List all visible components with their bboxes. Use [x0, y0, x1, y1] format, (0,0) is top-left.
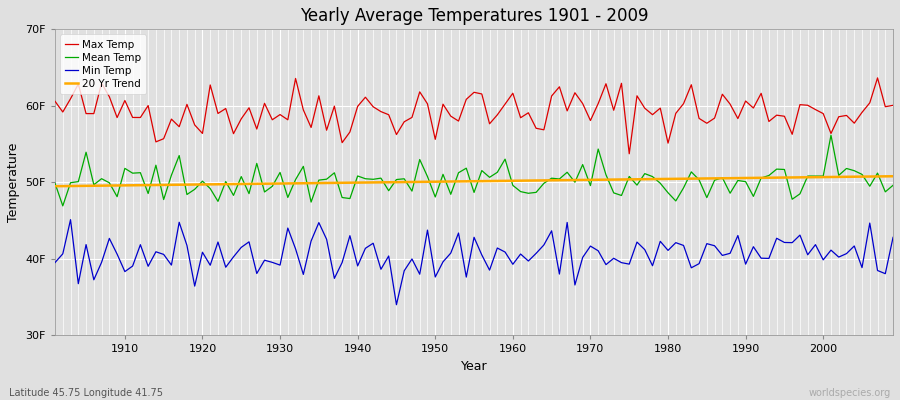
Min Temp — [65, 217, 76, 222]
20 Yr Trend — [887, 174, 898, 179]
Mean Temp — [290, 177, 301, 182]
Max Temp — [283, 117, 293, 122]
Mean Temp — [337, 195, 347, 200]
Min Temp — [391, 302, 401, 307]
Min Temp — [337, 260, 347, 265]
Min Temp — [616, 260, 627, 265]
Min Temp — [50, 260, 60, 265]
Max Temp — [508, 91, 518, 96]
Max Temp — [500, 102, 510, 106]
Line: Min Temp: Min Temp — [55, 220, 893, 305]
Mean Temp — [515, 189, 526, 194]
Max Temp — [600, 81, 611, 86]
20 Yr Trend — [283, 181, 293, 186]
Min Temp — [523, 258, 534, 263]
20 Yr Trend — [500, 178, 510, 183]
Max Temp — [112, 115, 122, 120]
Legend: Max Temp, Mean Temp, Min Temp, 20 Yr Trend: Max Temp, Mean Temp, Min Temp, 20 Yr Tre… — [60, 34, 147, 94]
20 Yr Trend — [50, 184, 60, 189]
Title: Yearly Average Temperatures 1901 - 2009: Yearly Average Temperatures 1901 - 2009 — [300, 7, 648, 25]
Mean Temp — [120, 166, 130, 171]
Mean Temp — [50, 181, 60, 186]
Max Temp — [872, 76, 883, 80]
20 Yr Trend — [112, 183, 122, 188]
Max Temp — [624, 151, 634, 156]
Max Temp — [329, 104, 340, 108]
Line: Max Temp: Max Temp — [55, 78, 893, 154]
Line: Mean Temp: Mean Temp — [55, 135, 893, 206]
Mean Temp — [58, 204, 68, 208]
20 Yr Trend — [508, 178, 518, 183]
Min Temp — [120, 269, 130, 274]
X-axis label: Year: Year — [461, 360, 488, 373]
20 Yr Trend — [329, 180, 340, 185]
Text: Latitude 45.75 Longitude 41.75: Latitude 45.75 Longitude 41.75 — [9, 388, 163, 398]
Min Temp — [290, 246, 301, 251]
Max Temp — [887, 103, 898, 108]
Max Temp — [50, 99, 60, 104]
Min Temp — [515, 252, 526, 256]
Mean Temp — [825, 133, 836, 138]
Mean Temp — [608, 190, 619, 195]
Text: worldspecies.org: worldspecies.org — [809, 388, 891, 398]
20 Yr Trend — [600, 177, 611, 182]
Mean Temp — [887, 183, 898, 188]
Mean Temp — [508, 183, 518, 188]
Min Temp — [887, 235, 898, 240]
Y-axis label: Temperature: Temperature — [7, 143, 20, 222]
Line: 20 Yr Trend: 20 Yr Trend — [55, 176, 893, 186]
